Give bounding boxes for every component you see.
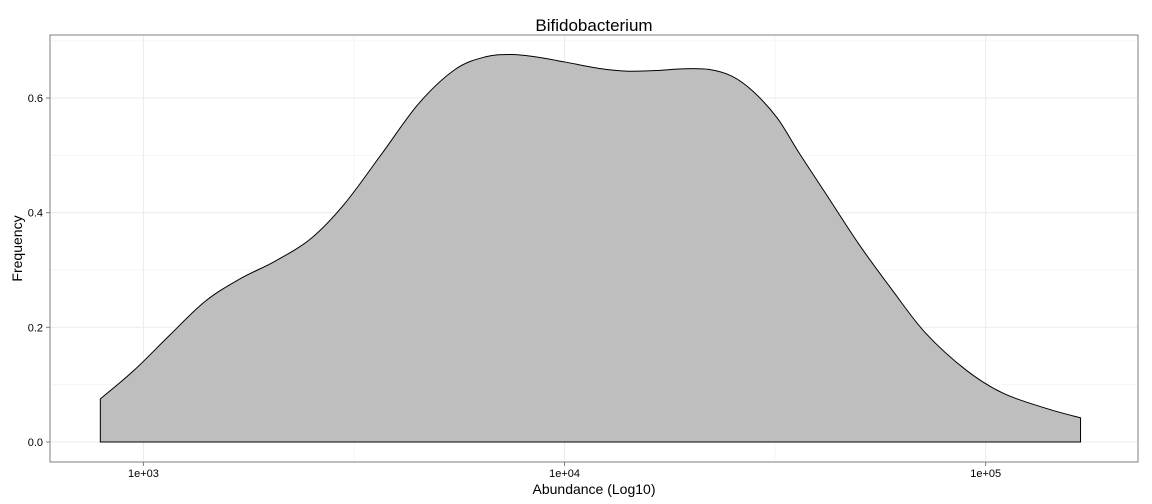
- x-tick-label: 1e+03: [128, 468, 159, 480]
- density-area-layer: [99, 53, 1082, 443]
- y-axis-title: Frequency: [9, 215, 25, 281]
- y-tick-label: 0.0: [28, 437, 43, 449]
- y-tick-label: 0.6: [28, 93, 43, 105]
- x-axis-title: Abundance (Log10): [533, 481, 656, 497]
- axes: 1e+03 1e+04 1e+05 0.0 0.2 0.4 0.6: [28, 93, 1001, 480]
- x-tick-label: 1e+05: [970, 468, 1001, 480]
- y-tick-label: 0.4: [28, 208, 43, 220]
- chart-title: Bifidobacterium: [535, 16, 652, 35]
- x-tick-label: 1e+04: [549, 468, 580, 480]
- panel-border: [49, 34, 1139, 463]
- density-area: [99, 53, 1082, 443]
- y-tick-label: 0.2: [28, 322, 43, 334]
